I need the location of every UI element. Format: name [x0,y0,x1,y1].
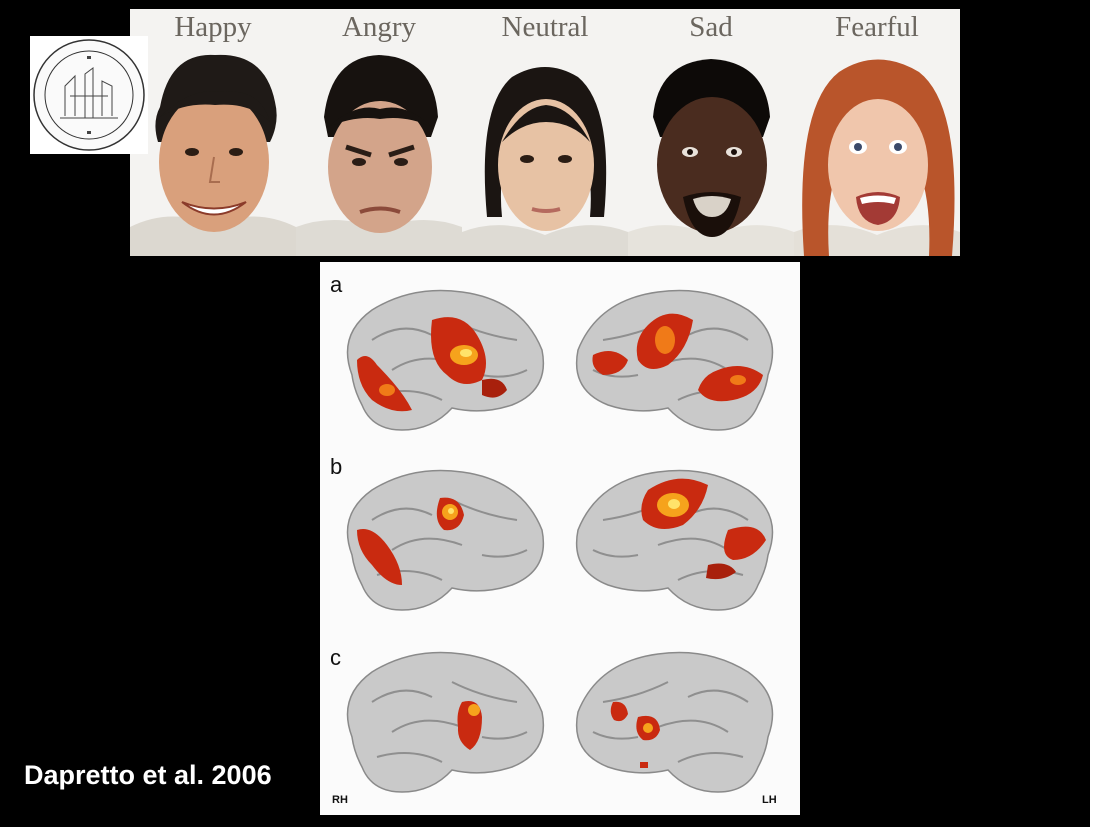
brain-c-right-hemisphere [346,651,545,793]
brain-b-left-hemisphere [575,469,774,611]
row-label-b: b [330,454,343,479]
neutral-face-image [462,67,628,256]
sad-face-image [628,59,794,256]
citation-text: Dapretto et al. 2006 [24,760,272,790]
brain-a-left-hemisphere [575,289,774,431]
face-sad: Sad [628,9,794,256]
university-seal-logo [30,36,148,154]
row-label-c: c [330,645,341,670]
happy-face-image [130,54,296,256]
face-label-fearful: Fearful [835,11,919,43]
emotion-faces-strip: Happy Angry [130,9,960,256]
slide: Happy Angry [0,0,1090,827]
face-label-neutral: Neutral [501,11,589,43]
angry-face-image [296,55,462,256]
face-label-sad: Sad [689,11,733,43]
face-label-happy: Happy [174,11,252,43]
face-fearful: Fearful [794,9,960,256]
brain-c-left-hemisphere [575,651,774,793]
hemisphere-label-rh: RH [332,794,348,806]
face-angry: Angry [296,9,462,256]
fearful-face-image [794,59,960,256]
brain-a-right-hemisphere [346,289,545,431]
brain-b-right-hemisphere [346,469,545,611]
hemisphere-label-lh: LH [762,794,777,806]
face-label-angry: Angry [341,11,417,43]
row-label-a: a [330,272,343,297]
brain-activation-figure: a b c [320,262,800,815]
seal-icon [33,39,145,151]
face-neutral: Neutral [462,9,628,256]
face-happy: Happy [130,9,296,256]
